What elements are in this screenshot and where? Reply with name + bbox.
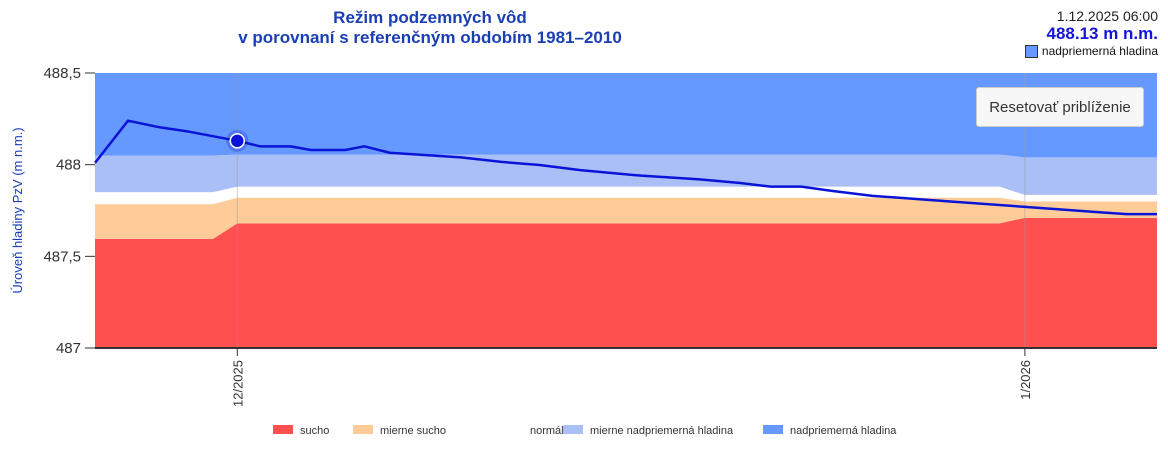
y-tick-label: 487 [56,340,81,357]
y-tick-label: 488,5 [43,65,81,82]
band-normál [95,186,1157,205]
category-swatch [1024,44,1038,58]
tooltip-value: 488.13 m n.m. [1046,24,1158,43]
band-mierne-sucho [95,197,1157,239]
title-line-2: v porovnaní s referenčným obdobím 1981–2… [238,28,622,47]
band-sucho [95,217,1157,348]
y-axis-label: Úroveň hladiny PzV (m n.m.) [10,127,25,293]
legend-swatch[interactable] [273,425,293,434]
legend-item-normál[interactable]: normál [530,425,564,437]
legend-swatch[interactable] [503,425,523,434]
x-tick-label: 1/2026 [1018,360,1033,400]
chart-title: Režim podzemných vôd v porovnaní s refer… [0,8,860,48]
y-tick-label: 487,5 [43,248,81,265]
tooltip-category: nadpriemerná hladina [1041,44,1158,58]
reset-zoom-button[interactable]: Resetovať priblíženie [976,87,1144,127]
tooltip-info: 1.12.2025 06:00 488.13 m n.m. nadpriemer… [1024,8,1158,58]
title-line-1: Režim podzemných vôd [333,8,527,27]
tooltip-datetime: 1.12.2025 06:00 [1056,8,1158,24]
legend-swatch[interactable] [563,425,583,434]
band-nadpriemerná-hladina [95,73,1157,158]
y-tick-label: 488 [56,157,81,174]
legend-swatch[interactable] [763,425,783,434]
highlight-point[interactable] [229,133,246,149]
legend-item-mierne-sucho[interactable]: mierne sucho [380,425,446,437]
legend-item-nadpriemerná-hladina[interactable]: nadpriemerná hladina [790,425,897,437]
legend-item-mierne-nadpriemerná-hladina[interactable]: mierne nadpriemerná hladina [590,425,734,437]
legend-item-sucho[interactable]: sucho [300,425,329,437]
series-line [94,119,1157,216]
x-tick-label: 12/2025 [230,360,245,407]
legend-swatch[interactable] [353,425,373,434]
